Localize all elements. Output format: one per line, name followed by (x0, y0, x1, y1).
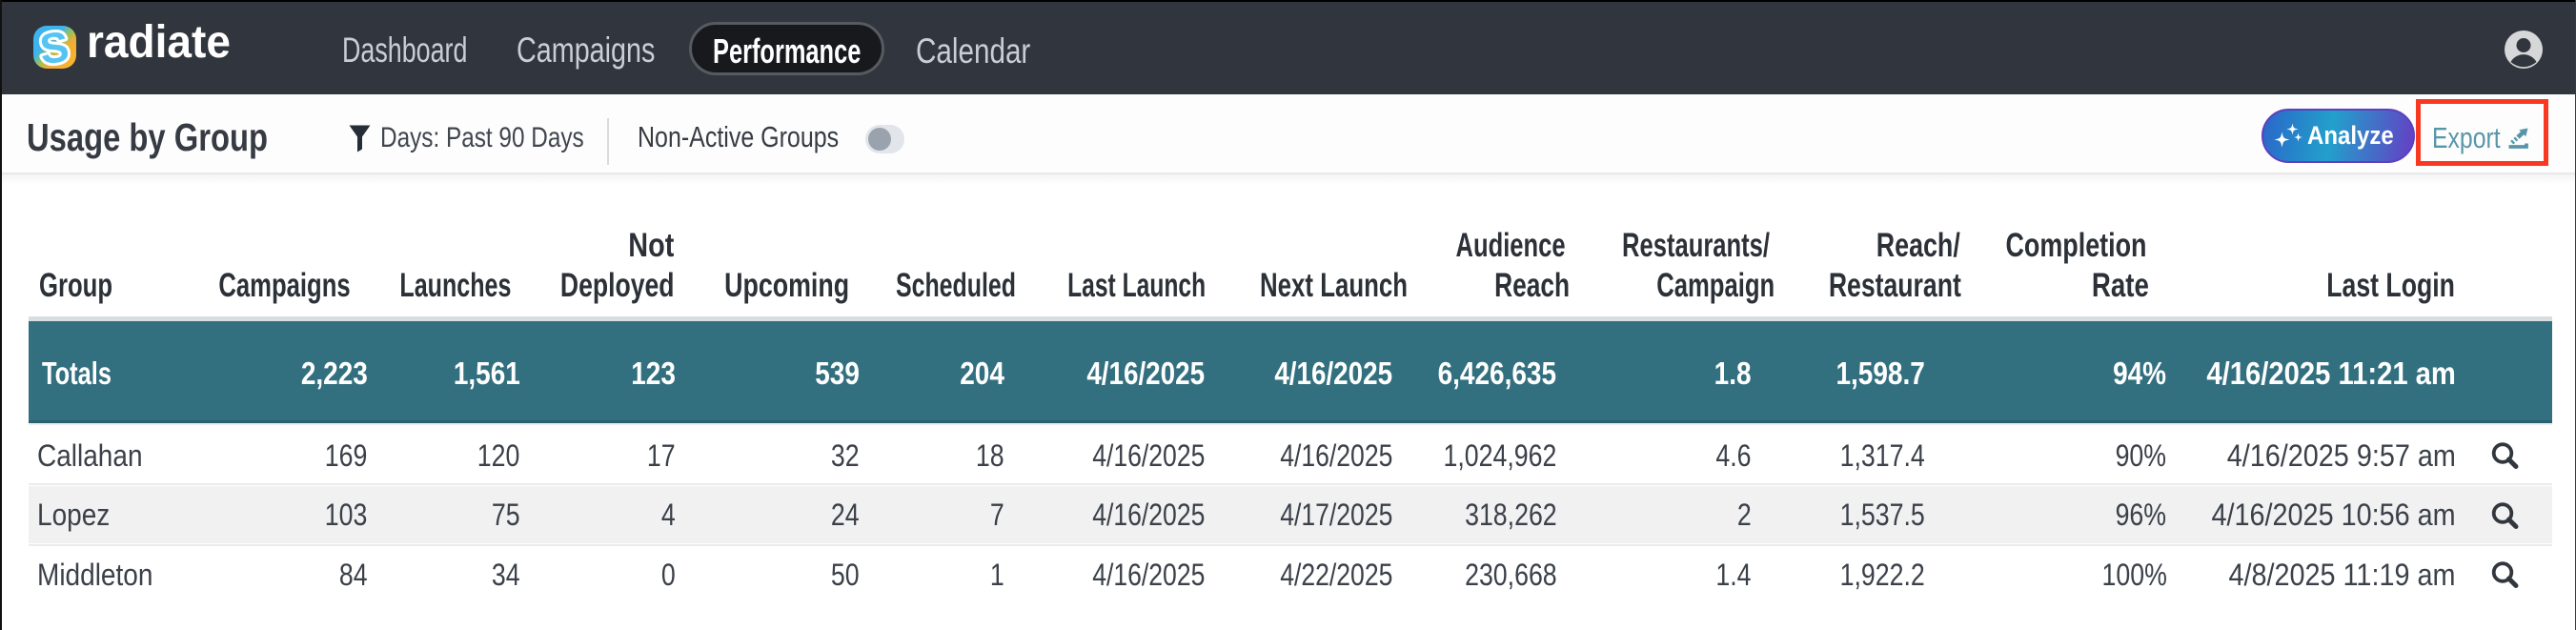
svg-text:S: S (37, 26, 71, 69)
